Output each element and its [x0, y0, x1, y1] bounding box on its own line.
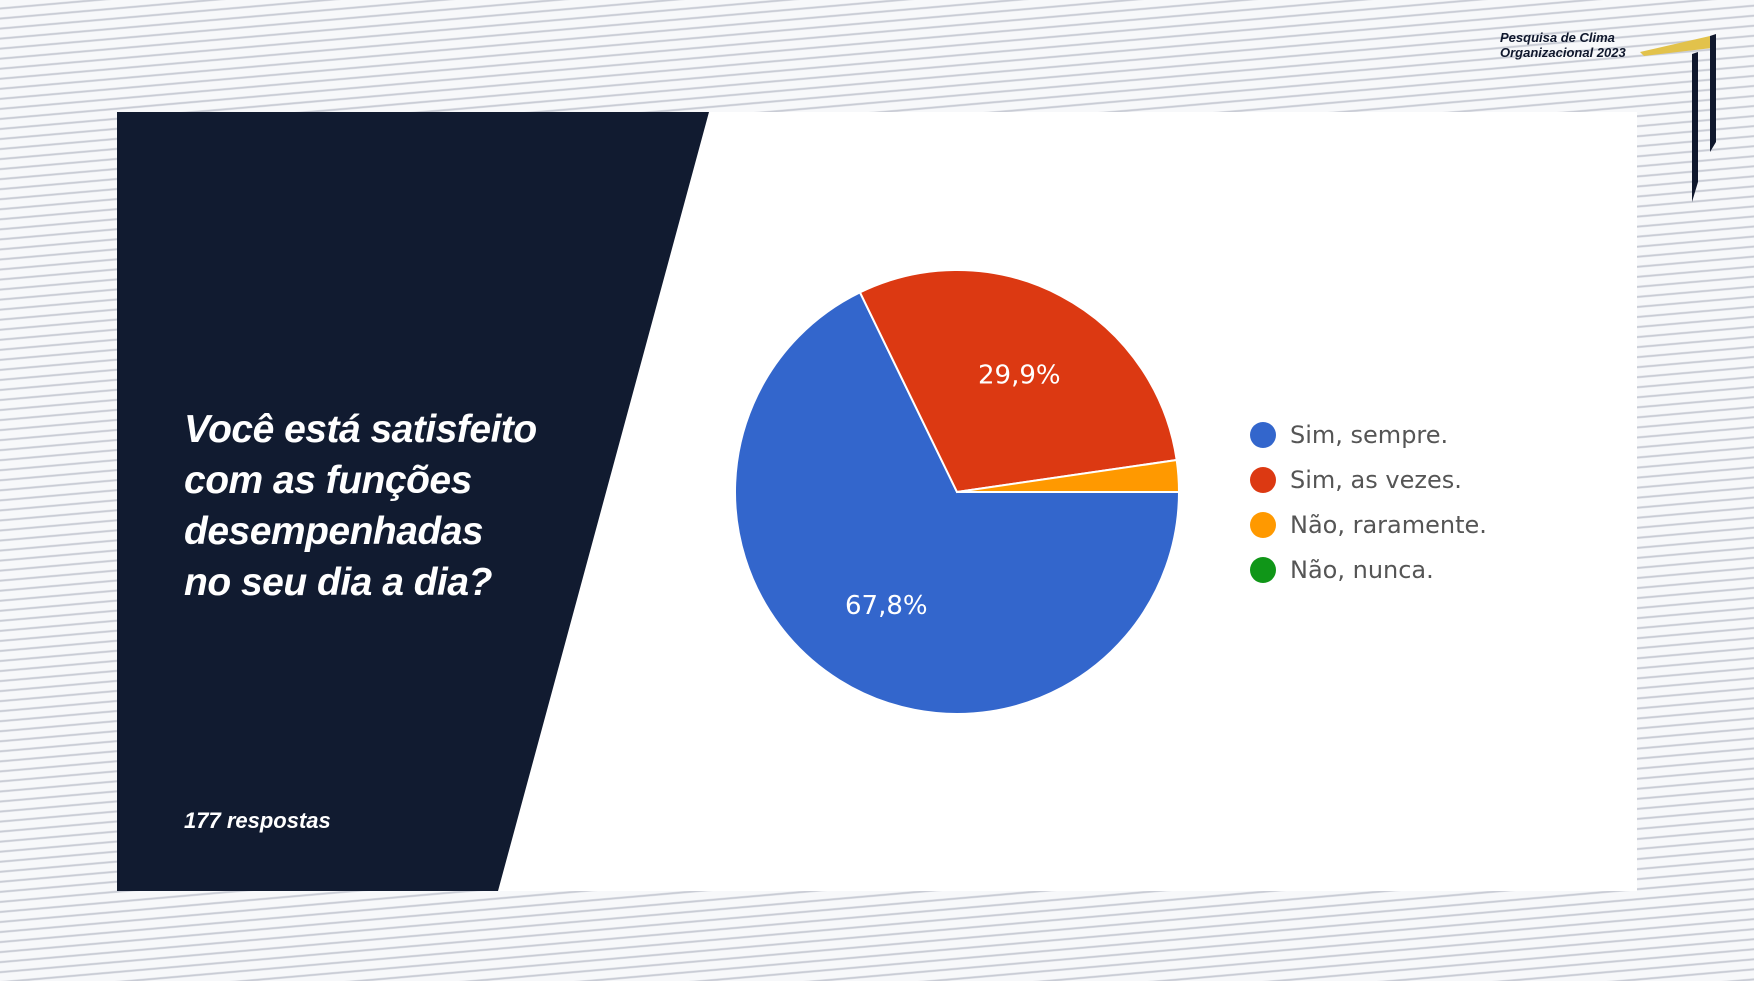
legend-item-0: Sim, sempre.	[1250, 412, 1487, 457]
legend-label-2: Não, raramente.	[1290, 510, 1487, 539]
brand-title-line2: Organizacional 2023	[1500, 45, 1626, 60]
brand-logo-bar-right	[1710, 34, 1716, 152]
response-count: 177 respostas	[184, 808, 331, 833]
brand-title: Pesquisa de Clima Organizacional 2023	[1500, 30, 1650, 60]
legend-swatch-3	[1250, 556, 1276, 583]
legend-swatch-0	[1250, 421, 1276, 448]
pie-slice-1	[858, 269, 1178, 494]
legend-label-1: Sim, as vezes.	[1290, 465, 1462, 494]
brand-logo-accent	[1640, 36, 1712, 56]
pie-slice-2	[956, 458, 1181, 493]
pie-slice-label-0: 67,8%	[845, 591, 928, 621]
legend-item-1: Sim, as vezes.	[1250, 457, 1487, 502]
question-panel: Você está satisfeito com as funções dese…	[117, 112, 709, 891]
legend-label-0: Sim, sempre.	[1290, 420, 1449, 449]
legend-label-3: Não, nunca.	[1290, 555, 1434, 584]
pie-slice-label-1: 29,9%	[978, 360, 1061, 390]
pie-slice-0	[734, 290, 1181, 715]
legend-item-3: Não, nunca.	[1250, 547, 1487, 592]
legend-swatch-2	[1250, 511, 1276, 538]
brand-logo-bar-left	[1692, 52, 1698, 202]
brand-title-line1: Pesquisa de Clima	[1500, 30, 1615, 45]
legend-swatch-1	[1250, 466, 1276, 493]
chart-legend: Sim, sempre. Sim, as vezes. Não, raramente…	[1250, 412, 1487, 592]
pie-chart: 67,8% 29,9%	[734, 269, 1181, 715]
legend-item-2: Não, raramente.	[1250, 502, 1487, 547]
slide-card: Você está satisfeito com as funções dese…	[117, 112, 1637, 891]
question-title: Você está satisfeito com as funções dese…	[184, 408, 537, 604]
brand-logo-mark	[1640, 34, 1716, 202]
